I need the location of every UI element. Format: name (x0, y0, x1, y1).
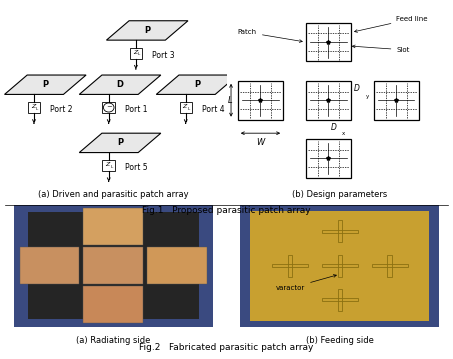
Text: P: P (194, 80, 200, 89)
Bar (272, 264, 308, 267)
Bar (102, 102, 115, 113)
Polygon shape (79, 75, 161, 94)
Bar (288, 255, 292, 277)
Text: Z: Z (183, 104, 187, 109)
Text: Port 1: Port 1 (125, 105, 147, 114)
Text: Fig.1   Proposed parasitic patch array: Fig.1 Proposed parasitic patch array (142, 206, 311, 215)
Bar (28, 212, 199, 320)
Bar (102, 160, 115, 171)
Polygon shape (79, 133, 161, 153)
Bar (28, 102, 40, 113)
Bar (179, 102, 192, 113)
Text: L: L (227, 96, 232, 105)
Bar (83, 247, 143, 284)
Text: Feed line: Feed line (355, 16, 428, 32)
Text: L: L (111, 165, 113, 169)
Bar (147, 247, 207, 284)
Bar (374, 81, 419, 120)
Bar (322, 230, 358, 233)
Text: Port 5: Port 5 (125, 163, 147, 172)
Text: D: D (116, 80, 124, 89)
Text: Port 2: Port 2 (50, 105, 72, 114)
Bar (322, 264, 358, 267)
Text: P: P (117, 138, 123, 148)
Text: P: P (42, 80, 48, 89)
Bar (130, 48, 142, 59)
Bar (19, 247, 79, 284)
Text: W: W (256, 138, 265, 148)
Bar (337, 220, 342, 242)
Polygon shape (156, 75, 238, 94)
Bar (306, 81, 351, 120)
Bar (83, 208, 143, 245)
Bar (337, 289, 342, 311)
Text: D: D (353, 84, 359, 93)
Text: Port 4: Port 4 (202, 105, 224, 114)
Text: x: x (342, 131, 345, 136)
Text: (a) Radiating side: (a) Radiating side (76, 336, 150, 345)
Text: Z: Z (106, 162, 110, 167)
Text: (b) Design parameters: (b) Design parameters (292, 190, 387, 199)
Text: D: D (331, 123, 337, 132)
Polygon shape (5, 75, 86, 94)
Circle shape (103, 103, 114, 112)
Text: Slot: Slot (352, 45, 410, 53)
Text: Z: Z (133, 50, 137, 55)
Bar (306, 23, 351, 61)
Text: L: L (188, 107, 190, 111)
Polygon shape (106, 21, 188, 40)
Bar (387, 255, 392, 277)
Text: Z: Z (31, 104, 35, 109)
Text: L: L (138, 52, 140, 56)
Bar (337, 255, 342, 277)
Text: Fig.2   Fabricated parasitic patch array: Fig.2 Fabricated parasitic patch array (140, 343, 313, 352)
Bar (306, 139, 351, 178)
Text: Patch: Patch (238, 29, 302, 42)
Bar (238, 81, 283, 120)
Bar (83, 286, 143, 323)
Text: P: P (144, 26, 150, 35)
Bar (322, 298, 358, 301)
Text: ~: ~ (106, 104, 111, 111)
Text: varactor: varactor (276, 275, 336, 291)
Text: (a) Driven and parasitic patch array: (a) Driven and parasitic patch array (38, 190, 188, 199)
Bar (371, 264, 408, 267)
Text: (b) Feeding side: (b) Feeding side (306, 336, 374, 345)
Text: Port 3: Port 3 (152, 51, 174, 60)
Text: L: L (36, 107, 38, 111)
Text: y: y (366, 94, 369, 99)
